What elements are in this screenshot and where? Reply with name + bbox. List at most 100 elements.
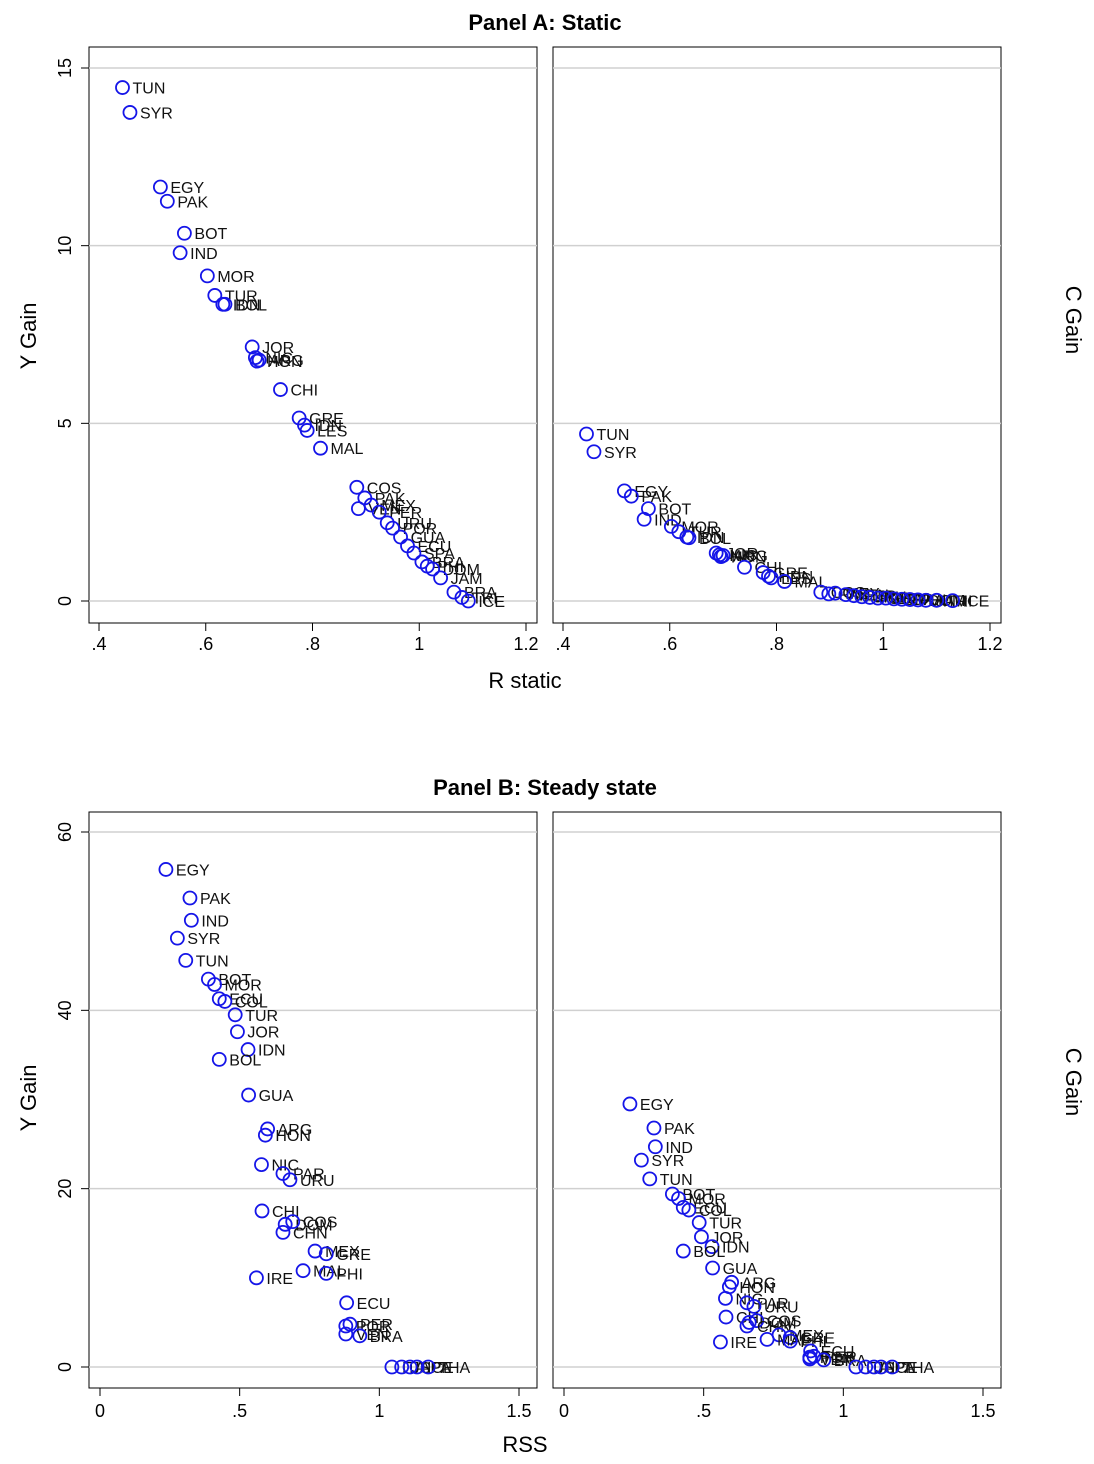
data-point: [409, 1359, 425, 1375]
data-point: [647, 1139, 663, 1155]
data-point: [318, 1265, 334, 1281]
data-point: [277, 1216, 293, 1232]
x-tick-label: .5: [696, 1401, 711, 1421]
data-point: [718, 1309, 734, 1325]
data-label: ARG: [278, 1122, 313, 1139]
data-point: [694, 1229, 709, 1245]
data-label: DOM: [759, 1315, 796, 1332]
data-point: [636, 511, 652, 527]
data-point: [254, 1203, 270, 1219]
plot-frame: [552, 46, 1002, 624]
data-label: ECU: [357, 1296, 391, 1313]
data-point: [579, 426, 594, 442]
data-label: TRI: [472, 590, 498, 607]
data-point: [260, 1121, 276, 1137]
data-point: [827, 585, 843, 601]
data-point: [663, 518, 679, 534]
data-label: ARG: [269, 353, 304, 370]
data-label: ARG: [742, 1275, 777, 1292]
data-label: EGY: [634, 484, 668, 501]
x-tick-label: 0: [95, 1401, 105, 1421]
data-label: EGY: [640, 1097, 674, 1114]
data-point: [352, 1328, 368, 1344]
data-label: IRE: [730, 1335, 757, 1352]
plot-frame: [88, 46, 538, 624]
data-label: JOR: [711, 1230, 743, 1247]
data-point: [761, 568, 776, 584]
data-label: LES: [317, 423, 347, 440]
data-label: TUR: [245, 1008, 278, 1025]
data-point: [122, 105, 138, 120]
data-point: [870, 590, 886, 606]
data-point: [894, 591, 910, 607]
data-label: MAL: [795, 574, 828, 591]
data-point: [622, 1096, 638, 1112]
data-point: [159, 193, 175, 209]
x-tick-label: 1: [414, 634, 424, 654]
data-label: MOR: [217, 269, 254, 286]
data-point: [884, 1359, 900, 1375]
data-point: [425, 561, 440, 577]
data-point: [338, 1318, 354, 1334]
data-label: SYR: [140, 105, 173, 122]
data-point: [406, 545, 422, 561]
data-label: COL: [699, 1203, 732, 1220]
data-point: [254, 1157, 269, 1172]
data-point: [873, 1359, 889, 1375]
data-point: [244, 339, 260, 355]
x-tick-label: 1: [838, 1401, 848, 1421]
data-point: [929, 592, 945, 608]
data-point: [313, 440, 328, 456]
data-point: [681, 530, 697, 546]
data-label: POR: [403, 521, 438, 538]
x-tick-label: .6: [662, 634, 677, 654]
data-point: [671, 1191, 686, 1206]
data-label: SYR: [187, 931, 220, 948]
data-label: PER: [824, 1349, 857, 1366]
data-point: [777, 574, 792, 589]
data-point: [633, 1152, 649, 1168]
data-point: [115, 80, 130, 95]
data-point: [846, 588, 862, 604]
data-label: EGY: [176, 862, 210, 879]
x-tick-label: 1: [878, 634, 888, 654]
data-label: URU: [397, 516, 432, 533]
data-label: DOM: [443, 562, 480, 579]
data-label: TUR: [709, 1216, 742, 1233]
data-label: PAK: [664, 1121, 695, 1138]
data-point: [227, 1007, 243, 1023]
data-label: URU: [300, 1173, 335, 1190]
data-point: [338, 1326, 354, 1342]
data-label: TUR: [689, 525, 722, 542]
data-point: [230, 1024, 245, 1040]
data-label: BOL: [699, 531, 731, 548]
data-point: [675, 1243, 691, 1259]
data-label: IDN: [258, 1043, 286, 1060]
data-point: [182, 890, 198, 906]
data-label: PHI: [800, 1334, 827, 1351]
data-label: MAL: [331, 441, 364, 458]
data-label: CHI: [272, 1204, 300, 1221]
data-label: IRE: [266, 1271, 293, 1288]
data-label: SPA: [424, 546, 455, 563]
data-point: [402, 1359, 418, 1375]
x-tick-label: 1.5: [970, 1401, 995, 1421]
data-point: [349, 479, 365, 495]
data-point: [460, 593, 476, 609]
data-point: [739, 1295, 755, 1311]
x-tick-label: .5: [232, 1401, 247, 1421]
data-label: IDN: [314, 418, 342, 435]
data-point: [813, 584, 829, 600]
data-label: ECU: [229, 992, 263, 1009]
data-point: [307, 1243, 323, 1259]
data-label: JOR: [262, 340, 294, 357]
data-label: HON: [267, 354, 303, 371]
data-point: [240, 1042, 256, 1057]
y-tick-label: 10: [55, 236, 75, 256]
data-point: [739, 1318, 755, 1334]
data-point: [251, 352, 267, 368]
